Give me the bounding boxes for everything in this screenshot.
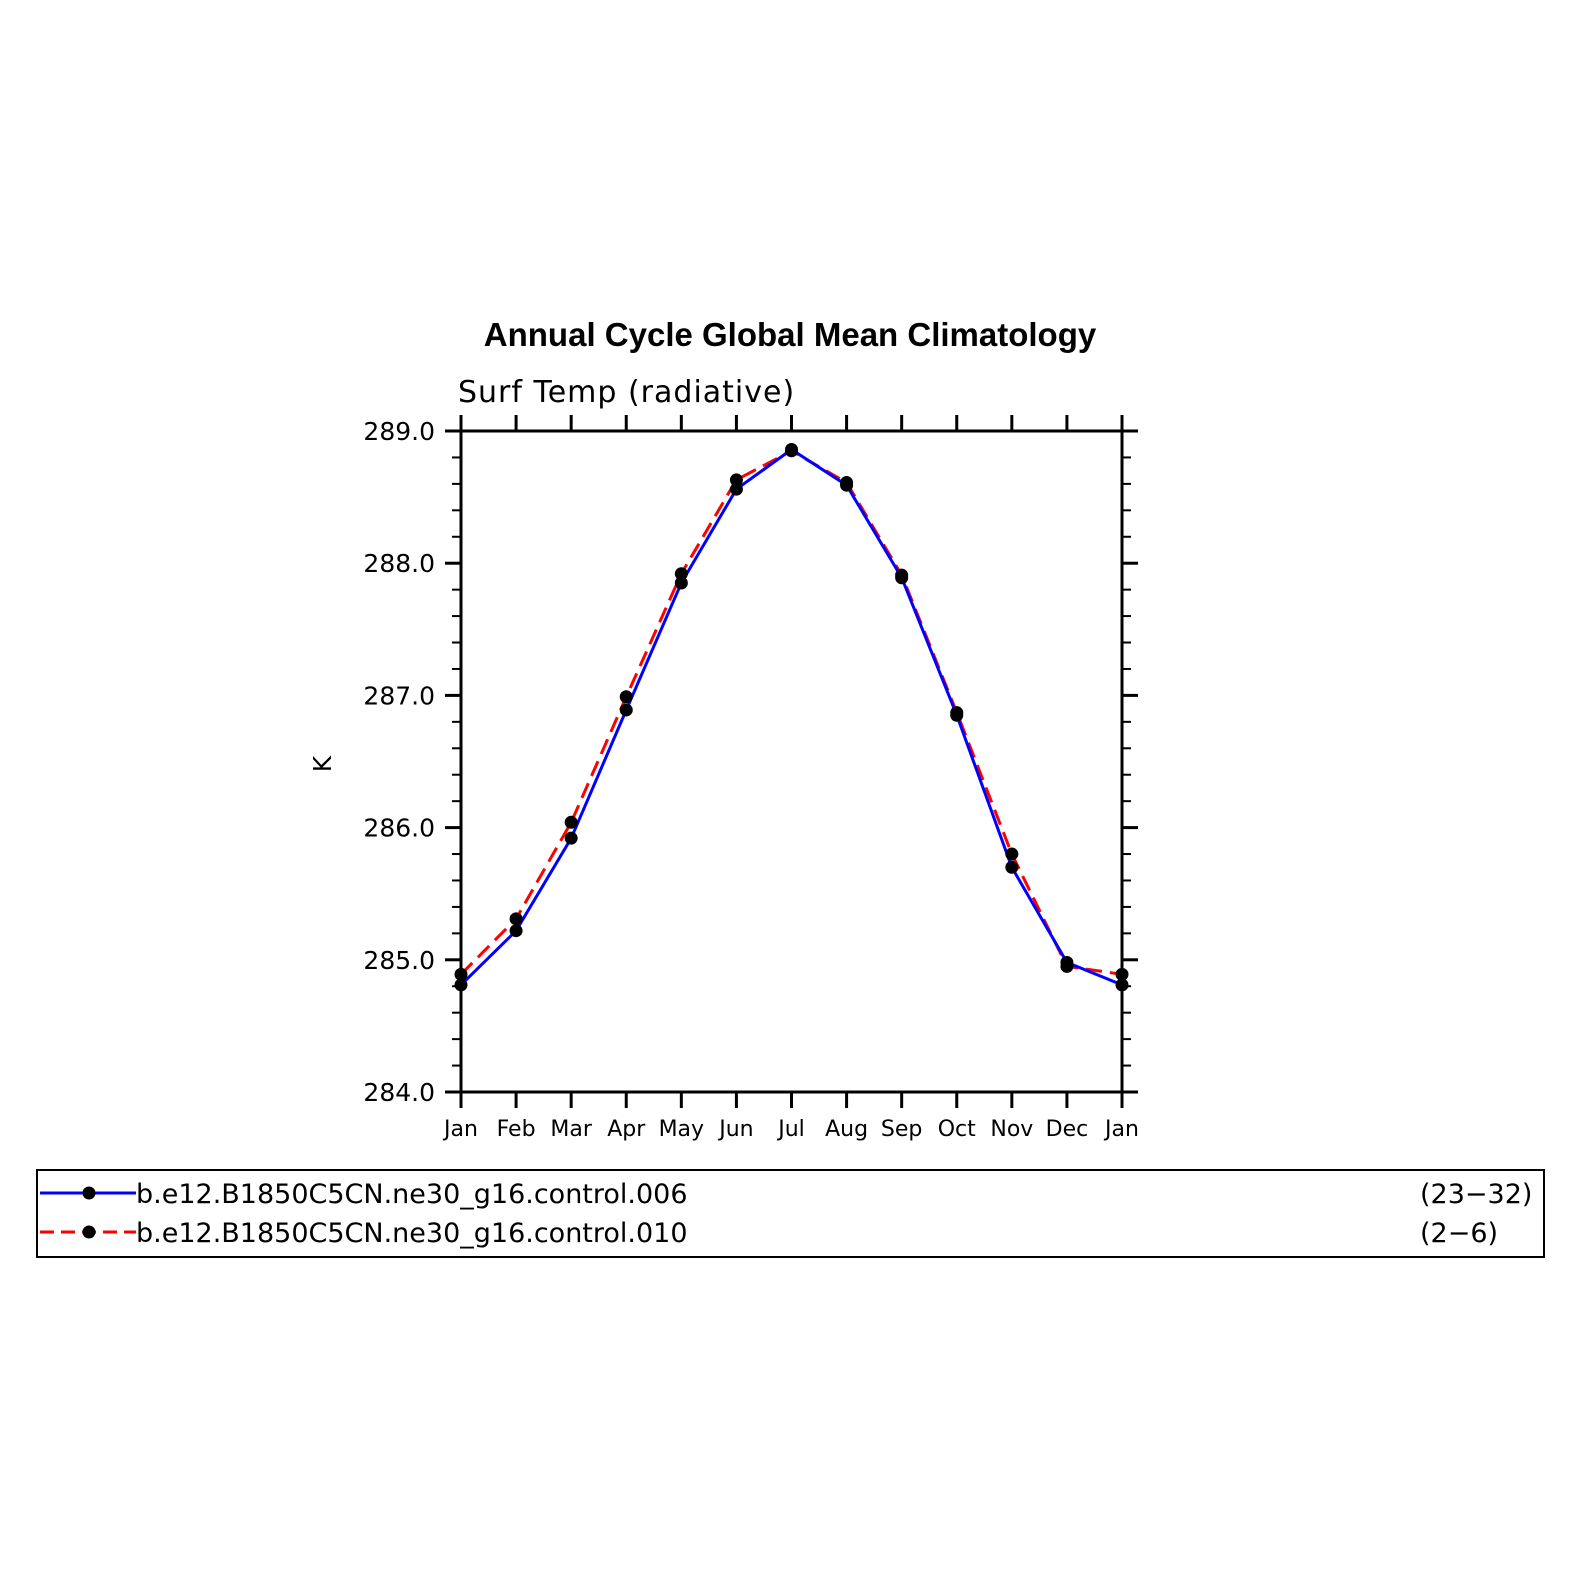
x-tick-label: Aug [825,1117,868,1142]
x-tick-label: Jan [1103,1117,1139,1142]
chart-subtitle: Surf Temp (radiative) [458,375,795,410]
series-1-point [674,567,688,581]
x-tick-label: Mar [550,1117,592,1142]
series-group [454,443,1129,992]
y-axis-label: K [308,755,337,772]
series-1-point [729,473,743,487]
plot-frame-group [459,429,1124,1094]
series-0-point [895,571,909,585]
legend-marker-0 [82,1186,96,1200]
series-1-point [619,690,633,704]
axis-ticks-group: 284.0 285.0 286.0 287.0 288.0 289.0 Jan Feb Mar A… [363,415,1139,1142]
series-1-point [454,967,468,981]
y-tick-label: 289.0 [363,417,435,446]
series-0-point [674,576,688,590]
series-1-point [1115,967,1129,981]
series-0-point [564,831,578,845]
series-1-point [509,912,523,926]
x-tick-label: Feb [497,1117,536,1142]
plot-frame [459,429,1124,1094]
series-0-point [1005,860,1019,874]
series-1-point [1005,847,1019,861]
legend-series-name: b.e12.B1850C5CN.ne30_g16.control.010 [136,1218,688,1249]
x-tick-label: Nov [990,1117,1033,1142]
x-tick-label: Dec [1046,1117,1089,1142]
legend: b.e12.B1850C5CN.ne30_g16.control.006 (23−… [36,1169,1545,1258]
x-tick-label: Oct [938,1117,976,1142]
series-1-point [564,815,578,829]
y-tick-label: 286.0 [363,814,435,843]
x-tick-label: Jan [442,1117,478,1142]
series-0-point [454,978,468,992]
y-tick-label: 285.0 [363,946,435,975]
series-line-1 [459,449,1123,976]
series-0-point [729,482,743,496]
chart-title: Annual Cycle Global Mean Climatology [484,316,1097,353]
series-0-point [509,924,523,938]
legend-series-years: (2−6) [1420,1218,1498,1249]
y-tick-label: 287.0 [363,681,435,710]
x-tick-label: Jul [776,1117,805,1142]
series-0-point [1115,978,1129,992]
y-tick-label: 288.0 [363,549,435,578]
x-tick-label: Sep [881,1117,922,1142]
legend-box [36,1169,1545,1258]
legend-marker-1 [82,1225,96,1239]
series-0-point [1060,955,1074,969]
x-tick-label: May [659,1117,704,1142]
series-0-point [619,703,633,717]
text-group: Annual Cycle Global Mean Climatology Sur… [308,316,1097,772]
series-0-point [785,443,798,457]
y-tick-label: 284.0 [363,1078,435,1107]
x-tick-label: Jun [717,1117,753,1142]
series-0-point [950,708,964,722]
legend-series-years: (23−32) [1420,1179,1532,1210]
legend-series-name: b.e12.B1850C5CN.ne30_g16.control.006 [136,1179,688,1210]
series-0-point [840,478,854,492]
x-tick-label: Apr [607,1117,646,1142]
series-line-0 [459,447,1123,987]
